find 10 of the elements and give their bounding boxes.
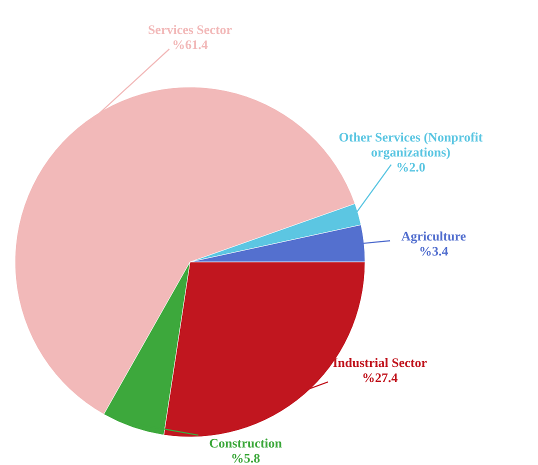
data-label: %61.4 xyxy=(172,37,208,52)
slice-label: Services Sector xyxy=(148,22,232,37)
slice-label: Agriculture xyxy=(401,228,466,244)
data-label: %2.0 xyxy=(396,160,426,175)
slice-label: Construction xyxy=(209,436,283,451)
slice-label: Industrial Sector xyxy=(332,354,428,370)
slice-label: Other Services (Nonprofit organizations) xyxy=(338,130,484,160)
data-label: %5.8 xyxy=(230,450,261,465)
data-label: %3.4 xyxy=(419,243,449,258)
data-label: %27.4 xyxy=(362,370,398,385)
